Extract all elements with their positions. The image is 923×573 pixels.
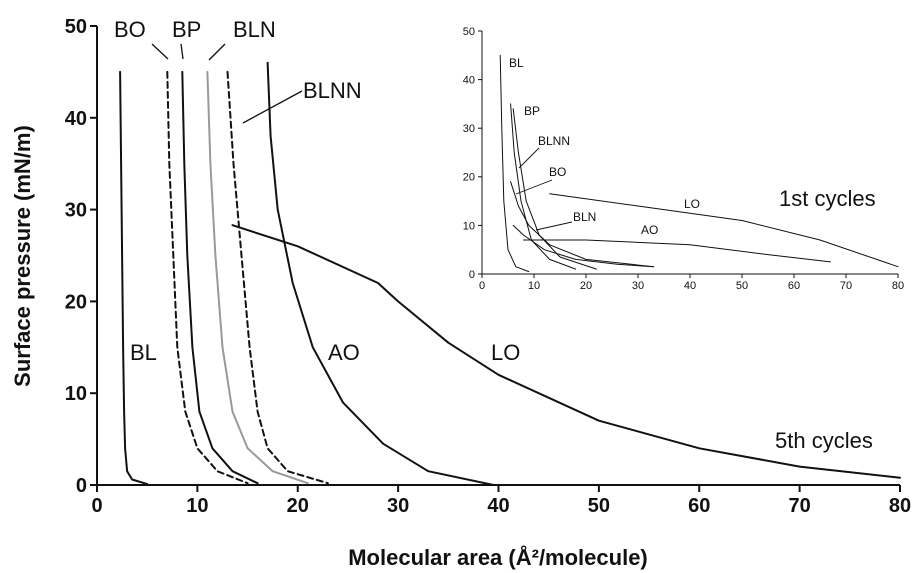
inset-leader-bo: [515, 179, 553, 195]
inset-series-ao: [523, 239, 831, 263]
inset-x-tick-label: 60: [788, 280, 800, 292]
inset-x-tick-label: 0: [479, 280, 485, 292]
inset-x-tick-label: 10: [528, 280, 540, 292]
inset-label-bln: BLN: [573, 210, 596, 224]
label-bln: BLN: [233, 17, 276, 42]
inset-y-tick-label: 30: [463, 123, 475, 135]
x-tick-label: 70: [789, 495, 811, 517]
inset-x-tick-label: 30: [632, 280, 644, 292]
main-plot: 0 10 20 30 40 50 60 70 80 0 10 20 30 40 50 Molecular ar…: [10, 16, 911, 570]
inset-plot: 0 10 20 30 40 50 60 70 80 0 10 20 30 40 50 BL BP BLNN BO BL…: [463, 26, 904, 292]
annotation-5th-cycles: 5th cycles: [775, 428, 873, 453]
leader-blnn: [242, 90, 303, 124]
inset-series-bp: [510, 103, 577, 270]
series-blnn: [226, 70, 329, 485]
x-axis-title: Molecular area (Å²/molecule): [348, 544, 648, 570]
annotation-1st-cycles: 1st cycles: [779, 186, 876, 211]
label-bo: BO: [114, 17, 146, 42]
y-tick-label: 0: [76, 475, 87, 497]
x-tick-label: 0: [91, 495, 102, 517]
y-tick-label: 40: [65, 108, 87, 130]
inset-x-tick-label: 40: [684, 280, 696, 292]
y-tick-label: 50: [65, 16, 87, 38]
inset-y-tick-label: 40: [463, 74, 475, 86]
inset-x-tick-label: 50: [736, 280, 748, 292]
y-tick-label: 20: [65, 291, 87, 313]
inset-series-lo: [549, 193, 899, 268]
inset-x-tick-label: 80: [892, 280, 904, 292]
x-tick-label: 60: [688, 495, 710, 517]
inset-series-bo: [510, 181, 655, 268]
inset-label-bp: BP: [524, 104, 540, 118]
inset-leader-bln: [535, 221, 573, 231]
series-bln: [206, 70, 309, 485]
x-tick-label: 10: [186, 495, 208, 517]
label-blnn: BLNN: [303, 78, 362, 103]
y-tick-label: 30: [65, 200, 87, 222]
leader-bln: [208, 43, 226, 61]
inset-leader-blnn: [518, 147, 540, 169]
x-tick-label: 20: [287, 495, 309, 517]
x-tick-label: 40: [487, 495, 509, 517]
x-tick-label: 50: [588, 495, 610, 517]
inset-label-bo: BO: [549, 165, 566, 179]
series-bp: [181, 70, 259, 485]
inset-y-tick-label: 20: [463, 172, 475, 184]
inset-x-tick-label: 20: [580, 280, 592, 292]
inset-series-bl: [499, 54, 530, 273]
inset-label-bl: BL: [509, 56, 524, 70]
label-bp: BP: [172, 17, 201, 42]
inset-x-tick-label: 70: [840, 280, 852, 292]
x-tick-label: 80: [889, 495, 911, 517]
leader-bo: [151, 43, 169, 60]
y-tick-label: 10: [65, 383, 87, 405]
inset-y-tick-label: 0: [469, 269, 475, 281]
label-bl: BL: [130, 340, 157, 365]
label-ao: AO: [328, 340, 360, 365]
series-lo: [231, 224, 901, 479]
inset-label-lo: LO: [684, 197, 700, 211]
y-axis-title: Surface pressure (mN/m): [10, 125, 35, 387]
inset-y-tick-label: 50: [463, 26, 475, 38]
series-bo: [166, 70, 249, 485]
series-bl: [119, 70, 149, 486]
inset-series-bln: [512, 224, 655, 268]
x-tick-label: 30: [387, 495, 409, 517]
inset-label-ao: AO: [641, 223, 658, 237]
leader-bp: [180, 43, 184, 60]
series-ao: [266, 61, 495, 486]
label-lo: LO: [491, 340, 520, 365]
inset-series-blnn: [512, 108, 597, 270]
inset-label-blnn: BLNN: [538, 134, 570, 148]
inset-y-tick-label: 10: [463, 220, 475, 232]
